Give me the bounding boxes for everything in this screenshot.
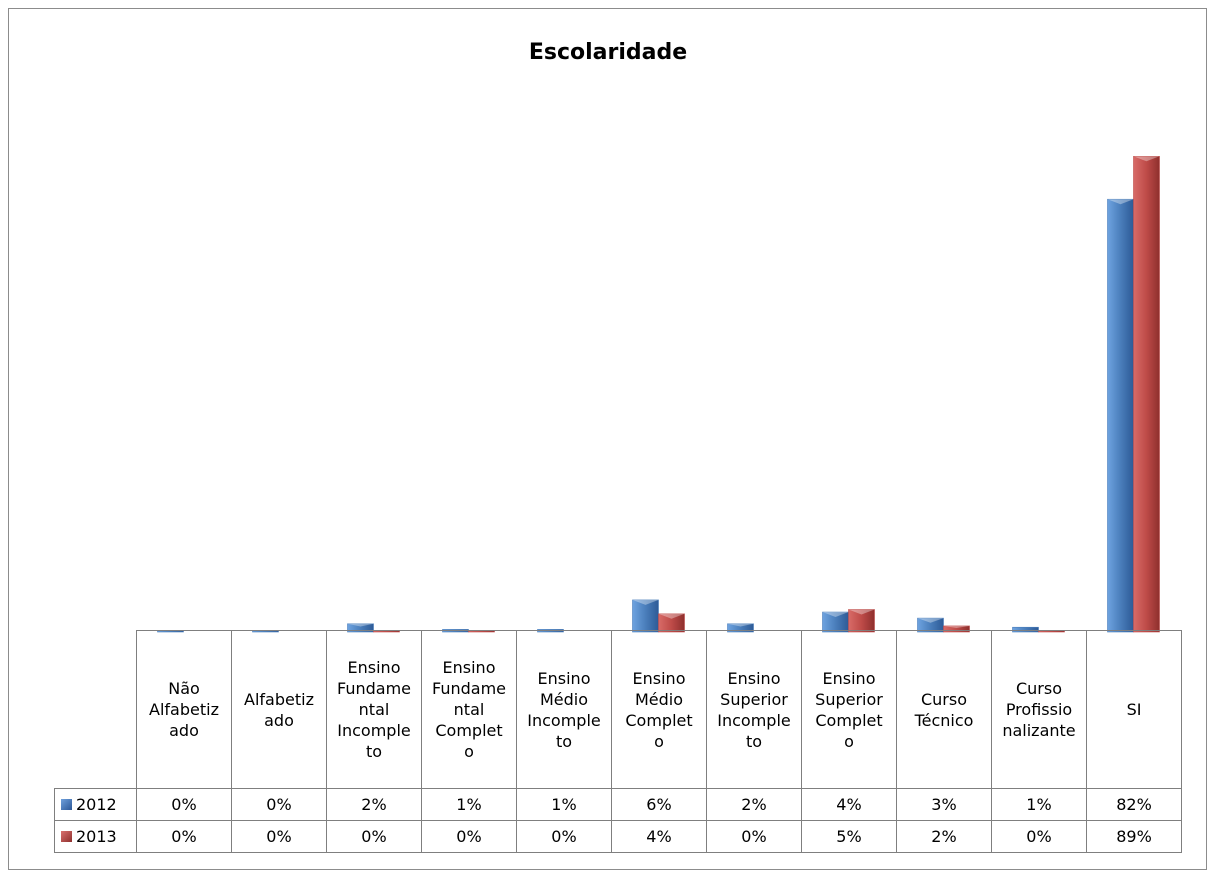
data-label-2012-ensino-fundamental-incompleto: 2% [326,788,422,821]
legend-swatch-2012 [61,799,72,810]
legend-2012: 2012 [54,788,137,821]
legend-2013: 2013 [54,820,137,853]
category-label-alfabetizado: Alfabetiz ado [231,630,327,789]
data-label-2012-si: 82% [1086,788,1182,821]
bar-2013-ensino-medio-completo [658,613,685,633]
bar-2012-si [1107,198,1134,633]
data-label-2012-ensino-medio-completo: 6% [611,788,707,821]
legend-label-2013: 2013 [76,827,117,846]
data-table: Não Alfabetiz ado Alfabetiz ado Ensino Fundame… [54,630,1182,853]
category-label-ensino-fundamental-incompleto: Ensino Fundame ntal Incomple to [326,630,422,789]
bar-2012-curso-tecnico [917,617,944,633]
category-label-curso-profissionalizante: Curso Profissio nalizante [991,630,1087,789]
data-label-2012-ensino-fundamental-completo: 1% [421,788,517,821]
bar-2013-si [1133,156,1160,633]
data-label-2012-nao-alfabetizado: 0% [136,788,232,821]
category-label-ensino-superior-incompleto: Ensino Superior Incomple to [706,630,802,789]
data-label-2013-curso-profissionalizante: 0% [991,820,1087,853]
data-label-2013-si: 89% [1086,820,1182,853]
legend-swatch-2013 [61,831,72,842]
data-label-2012-curso-profissionalizante: 1% [991,788,1087,821]
data-label-2012-ensino-medio-incompleto: 1% [516,788,612,821]
table-corner [54,630,137,789]
bar-2012-ensino-medio-completo [632,599,659,633]
data-label-2012-alfabetizado: 0% [231,788,327,821]
data-label-2013-ensino-fundamental-incompleto: 0% [326,820,422,853]
data-label-2013-ensino-superior-incompleto: 0% [706,820,802,853]
data-label-2013-curso-tecnico: 2% [896,820,992,853]
legend-label-2012: 2012 [76,795,117,814]
chart-title: Escolaridade [528,40,688,65]
category-row: Não Alfabetiz ado Alfabetiz ado Ensino Fundame… [54,630,1182,789]
data-label-2013-nao-alfabetizado: 0% [136,820,232,853]
data-label-2013-ensino-medio-completo: 4% [611,820,707,853]
bar-2012-ensino-superior-completo [822,611,849,633]
data-label-2013-ensino-fundamental-completo: 0% [421,820,517,853]
data-label-2013-ensino-medio-incompleto: 0% [516,820,612,853]
category-label-curso-tecnico: Curso Técnico [896,630,992,789]
data-label-2013-ensino-superior-completo: 5% [801,820,897,853]
category-label-ensino-superior-completo: Ensino Superior Complet o [801,630,897,789]
category-label-ensino-medio-completo: Ensino Médio Complet o [611,630,707,789]
category-label-ensino-fundamental-completo: Ensino Fundame ntal Complet o [421,630,517,789]
bars-layer [157,156,1160,633]
data-label-2012-curso-tecnico: 3% [896,788,992,821]
category-label-ensino-medio-incompleto: Ensino Médio Incomple to [516,630,612,789]
category-label-si: SI [1086,630,1182,789]
data-label-2013-alfabetizado: 0% [231,820,327,853]
series-row-2012: 2012 0% 0% 2% 1% 1% 6% 2% 4% 3% 1% 82% [54,788,1182,821]
data-label-2012-ensino-superior-completo: 4% [801,788,897,821]
series-row-2013: 2013 0% 0% 0% 0% 0% 4% 0% 5% 2% 0% 89% [54,820,1182,853]
category-label-nao-alfabetizado: Não Alfabetiz ado [136,630,232,789]
data-label-2012-ensino-superior-incompleto: 2% [706,788,802,821]
bar-2013-ensino-superior-completo [848,609,875,633]
